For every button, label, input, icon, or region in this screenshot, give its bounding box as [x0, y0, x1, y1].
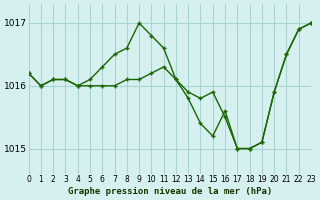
X-axis label: Graphe pression niveau de la mer (hPa): Graphe pression niveau de la mer (hPa) — [68, 187, 272, 196]
